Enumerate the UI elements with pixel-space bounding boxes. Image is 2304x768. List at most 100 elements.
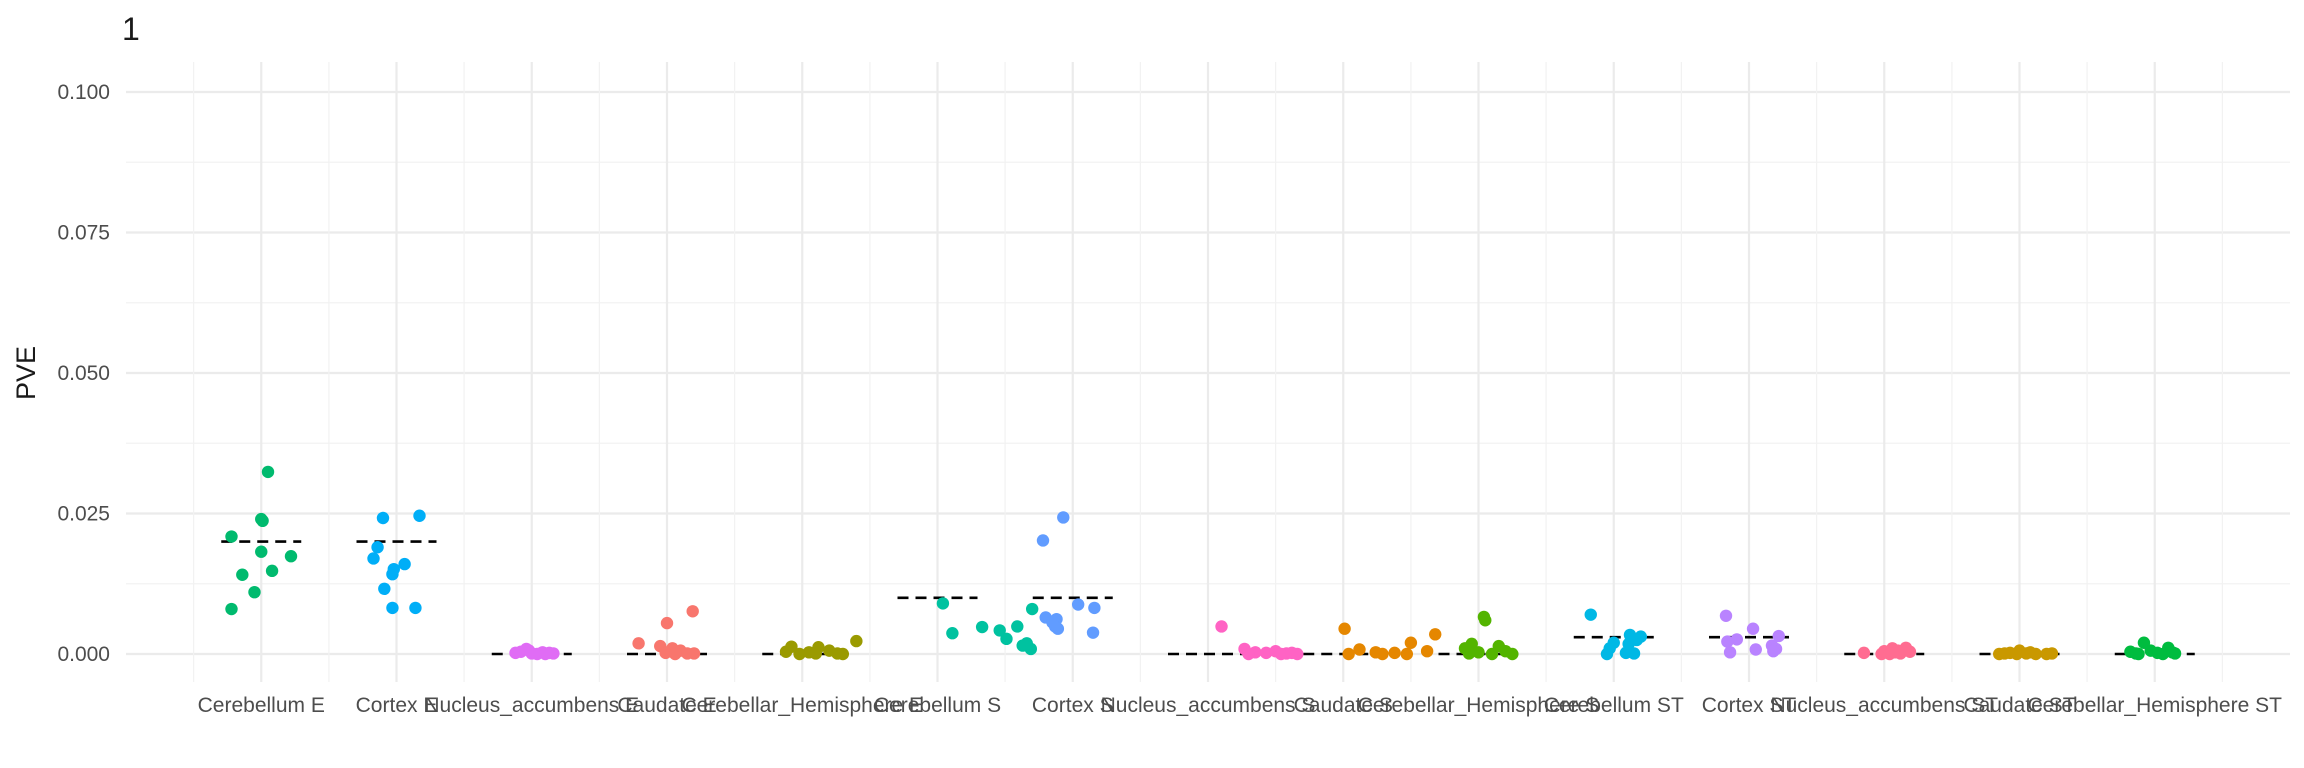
data-point xyxy=(1891,644,1904,657)
x-tick-label: Nucleus_accumbens S xyxy=(1101,694,1316,717)
data-point xyxy=(1376,647,1389,661)
data-point xyxy=(1242,647,1255,661)
data-point xyxy=(1472,646,1485,659)
data-point xyxy=(256,514,269,528)
data-point xyxy=(1627,647,1641,660)
data-point xyxy=(660,616,674,630)
data-point xyxy=(255,545,268,558)
data-point xyxy=(659,646,672,660)
y-axis-title: PVE xyxy=(11,346,41,400)
data-point xyxy=(993,624,1006,637)
x-tick-label: Cerebellar_Hemisphere ST xyxy=(2028,694,2283,717)
y-tick-labels: 0.000 0.025 0.050 0.075 0.100 xyxy=(57,81,110,666)
data-point xyxy=(1767,644,1780,658)
y-tick-label: 0.050 xyxy=(57,362,110,385)
data-points xyxy=(225,465,2182,661)
x-tick-label: Cerebellum S xyxy=(874,694,1001,717)
chart-title: 1 xyxy=(122,11,140,47)
data-point xyxy=(836,647,850,661)
data-point xyxy=(1215,620,1228,633)
data-point xyxy=(1274,647,1288,661)
y-tick-label: 0.075 xyxy=(57,222,110,245)
x-tick-label: Nucleus_accumbens E xyxy=(424,694,639,717)
data-point xyxy=(1259,646,1273,660)
data-point xyxy=(686,605,699,618)
data-point xyxy=(1088,601,1101,615)
x-tick-label: Caudate E xyxy=(617,694,716,717)
data-point xyxy=(1285,646,1299,660)
x-tick-label: Cerebellar_Hemisphere E xyxy=(681,694,923,717)
data-point xyxy=(539,647,552,661)
data-point xyxy=(1506,647,1519,661)
data-point xyxy=(1071,598,1085,611)
data-point xyxy=(2010,647,2023,661)
data-point xyxy=(2129,647,2143,660)
data-point xyxy=(1903,645,1917,658)
data-point xyxy=(1400,647,1414,661)
data-point xyxy=(1485,647,1499,661)
data-point xyxy=(1479,614,1492,627)
data-point xyxy=(1404,636,1418,649)
x-tick-label: Caudate S xyxy=(1294,694,1393,717)
data-point xyxy=(1857,646,1871,660)
data-point xyxy=(1719,609,1733,622)
data-point xyxy=(1749,643,1762,656)
data-point xyxy=(1462,647,1476,660)
data-point xyxy=(1600,647,1614,661)
data-point xyxy=(1025,602,1039,616)
data-point xyxy=(1772,629,1785,643)
data-point xyxy=(687,647,701,660)
data-point xyxy=(1036,534,1050,547)
data-point xyxy=(398,557,411,571)
x-tick-label: Caudate ST xyxy=(1963,694,2075,717)
data-point xyxy=(779,645,793,658)
data-point xyxy=(1051,622,1065,635)
x-tick-label: Cortex E xyxy=(356,694,438,717)
data-point xyxy=(975,620,989,634)
data-point xyxy=(261,465,275,479)
data-point xyxy=(2156,647,2170,661)
data-point xyxy=(522,644,536,657)
data-point xyxy=(225,602,238,616)
data-point xyxy=(632,637,645,650)
data-point xyxy=(1730,633,1744,646)
y-tick-label: 0.100 xyxy=(57,81,110,104)
data-point xyxy=(1338,622,1351,635)
data-point xyxy=(809,647,822,660)
data-point xyxy=(376,511,390,525)
data-point xyxy=(1024,642,1038,656)
data-point xyxy=(1584,608,1597,621)
y-tick-label: 0.000 xyxy=(57,643,110,666)
data-point xyxy=(378,582,391,596)
data-point xyxy=(793,647,806,661)
data-point xyxy=(1011,620,1024,633)
data-point xyxy=(236,568,249,581)
data-point xyxy=(1721,635,1734,648)
data-point xyxy=(1429,628,1442,641)
data-point xyxy=(1998,647,2011,660)
x-tick-label: Nucleus_accumbens ST xyxy=(1770,694,1998,717)
data-point xyxy=(946,627,959,640)
data-point xyxy=(668,647,682,661)
data-point xyxy=(1388,646,1401,660)
data-point xyxy=(1746,622,1760,635)
data-point xyxy=(409,601,422,615)
data-point xyxy=(850,634,863,648)
data-point xyxy=(1723,646,1737,659)
data-point xyxy=(225,530,238,543)
data-point xyxy=(2040,647,2053,661)
data-point xyxy=(248,585,261,599)
data-point xyxy=(2166,646,2179,659)
data-point xyxy=(386,567,399,581)
data-point xyxy=(284,550,298,563)
x-tick-label: Cerebellum ST xyxy=(1544,694,1684,717)
x-tick-label: Cerebellar_Hemisphere S xyxy=(1358,694,1600,717)
data-point xyxy=(1086,626,1100,639)
data-point xyxy=(1000,632,1013,646)
data-point xyxy=(1342,647,1355,661)
data-point xyxy=(265,564,279,578)
x-tick-label: Cortex S xyxy=(1032,694,1114,717)
